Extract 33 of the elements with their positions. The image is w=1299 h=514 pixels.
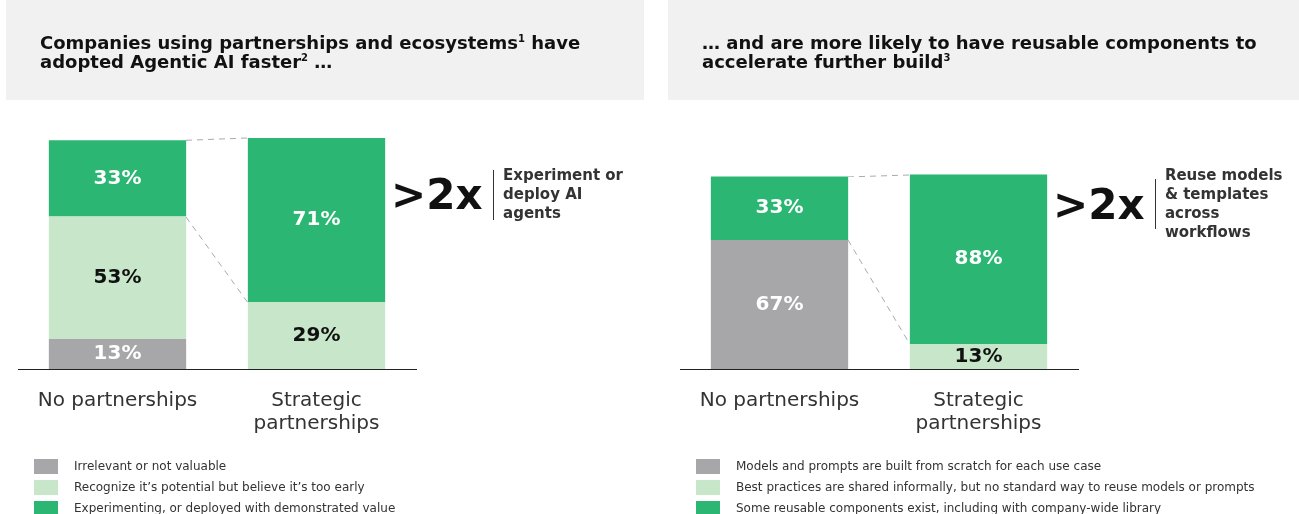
data-label: 13%: [93, 340, 142, 365]
bar: [710, 176, 849, 241]
data-label: 33%: [755, 194, 804, 219]
data-label: 67%: [755, 290, 804, 315]
text: Experiment or deploy AI agents: [503, 166, 624, 223]
chart-title: Companies using partnerships and ecosystems$^{1}$ have adopted Agentic AI faster$^{2}$ …: [40, 32, 581, 72]
data-label: 33%: [93, 164, 142, 189]
x-tick-label: Strategic partnerships: [915, 386, 1042, 434]
bar: [247, 138, 386, 303]
bar: [909, 174, 1048, 344]
bar: [48, 338, 187, 369]
annotation: >2x: [1053, 179, 1146, 229]
x-tick-label: No partnerships: [37, 386, 198, 411]
chart-title: … and are more likely to have reusable components to accelerate further build$^{3}$: [702, 32, 1258, 72]
legend-label: Models and prompts are built from scratch for each use case: [736, 458, 1102, 475]
x-tick-label: No partnerships: [699, 386, 860, 411]
legend-label: Some reusable components exist, including with company-wide library: [736, 500, 1162, 514]
data-label: 29%: [292, 321, 341, 346]
bar: [247, 302, 386, 369]
data-label: 53%: [93, 263, 142, 288]
bar: [48, 140, 187, 217]
bar: [48, 216, 187, 339]
bar: [710, 240, 849, 369]
annotation: >2x: [391, 170, 484, 219]
text: Reuse models & templates across workflows: [1164, 166, 1284, 242]
legend-label: Experimenting, or deployed with demonstrated value: [74, 500, 396, 514]
legend-label: Irrelevant or not valuable: [74, 458, 227, 475]
data-label: 71%: [292, 206, 341, 231]
legend-label: Recognize it’s potential but believe it’s too early: [74, 479, 365, 496]
x-tick-label: Strategic partnerships: [253, 386, 380, 434]
data-label: 88%: [954, 245, 1003, 270]
legend-label: Best practices are shared informally, but no standard way to reuse models or prompts: [736, 479, 1255, 496]
data-label: 13%: [954, 342, 1003, 367]
